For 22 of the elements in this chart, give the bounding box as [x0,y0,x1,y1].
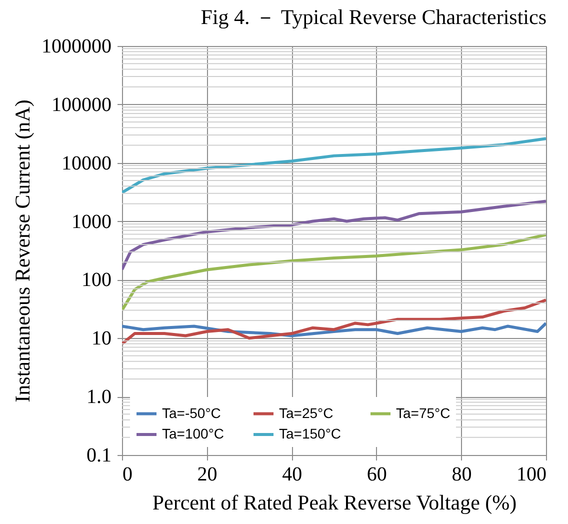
x-tick-label: 60 [366,464,387,486]
y-tick-label: 1.0 [86,386,112,408]
y-tick-label: 100000 [52,94,112,116]
x-axis-title: Percent of Rated Peak Reverse Voltage (%) [152,490,517,514]
chart-title: Fig 4. － Typical Reverse Characteristics [200,5,546,29]
x-tick-label: 40 [282,464,302,486]
legend-label: Ta=-50°C [162,404,221,421]
y-tick-label: 0.1 [86,444,112,466]
y-tick-label: 1000 [72,210,112,233]
y-tick-label: 1000000 [42,36,112,58]
legend-label: Ta=25°C [279,404,334,421]
y-axis-title: Instantaneous Reverse Current (nA) [10,100,34,402]
y-tick-label: 10000 [62,152,112,174]
y-tick-label: 100 [82,269,112,292]
x-tick-label: 20 [197,464,218,486]
y-tick-label: 10 [92,328,112,350]
legend-label: Ta=75°C [396,404,450,421]
legend-label: Ta=100°C [162,426,224,442]
x-tick-label: 80 [452,464,472,486]
x-tick-label: 100 [516,464,546,486]
legend-label: Ta=150°C [279,426,342,442]
x-tick-label: 0 [122,464,132,486]
